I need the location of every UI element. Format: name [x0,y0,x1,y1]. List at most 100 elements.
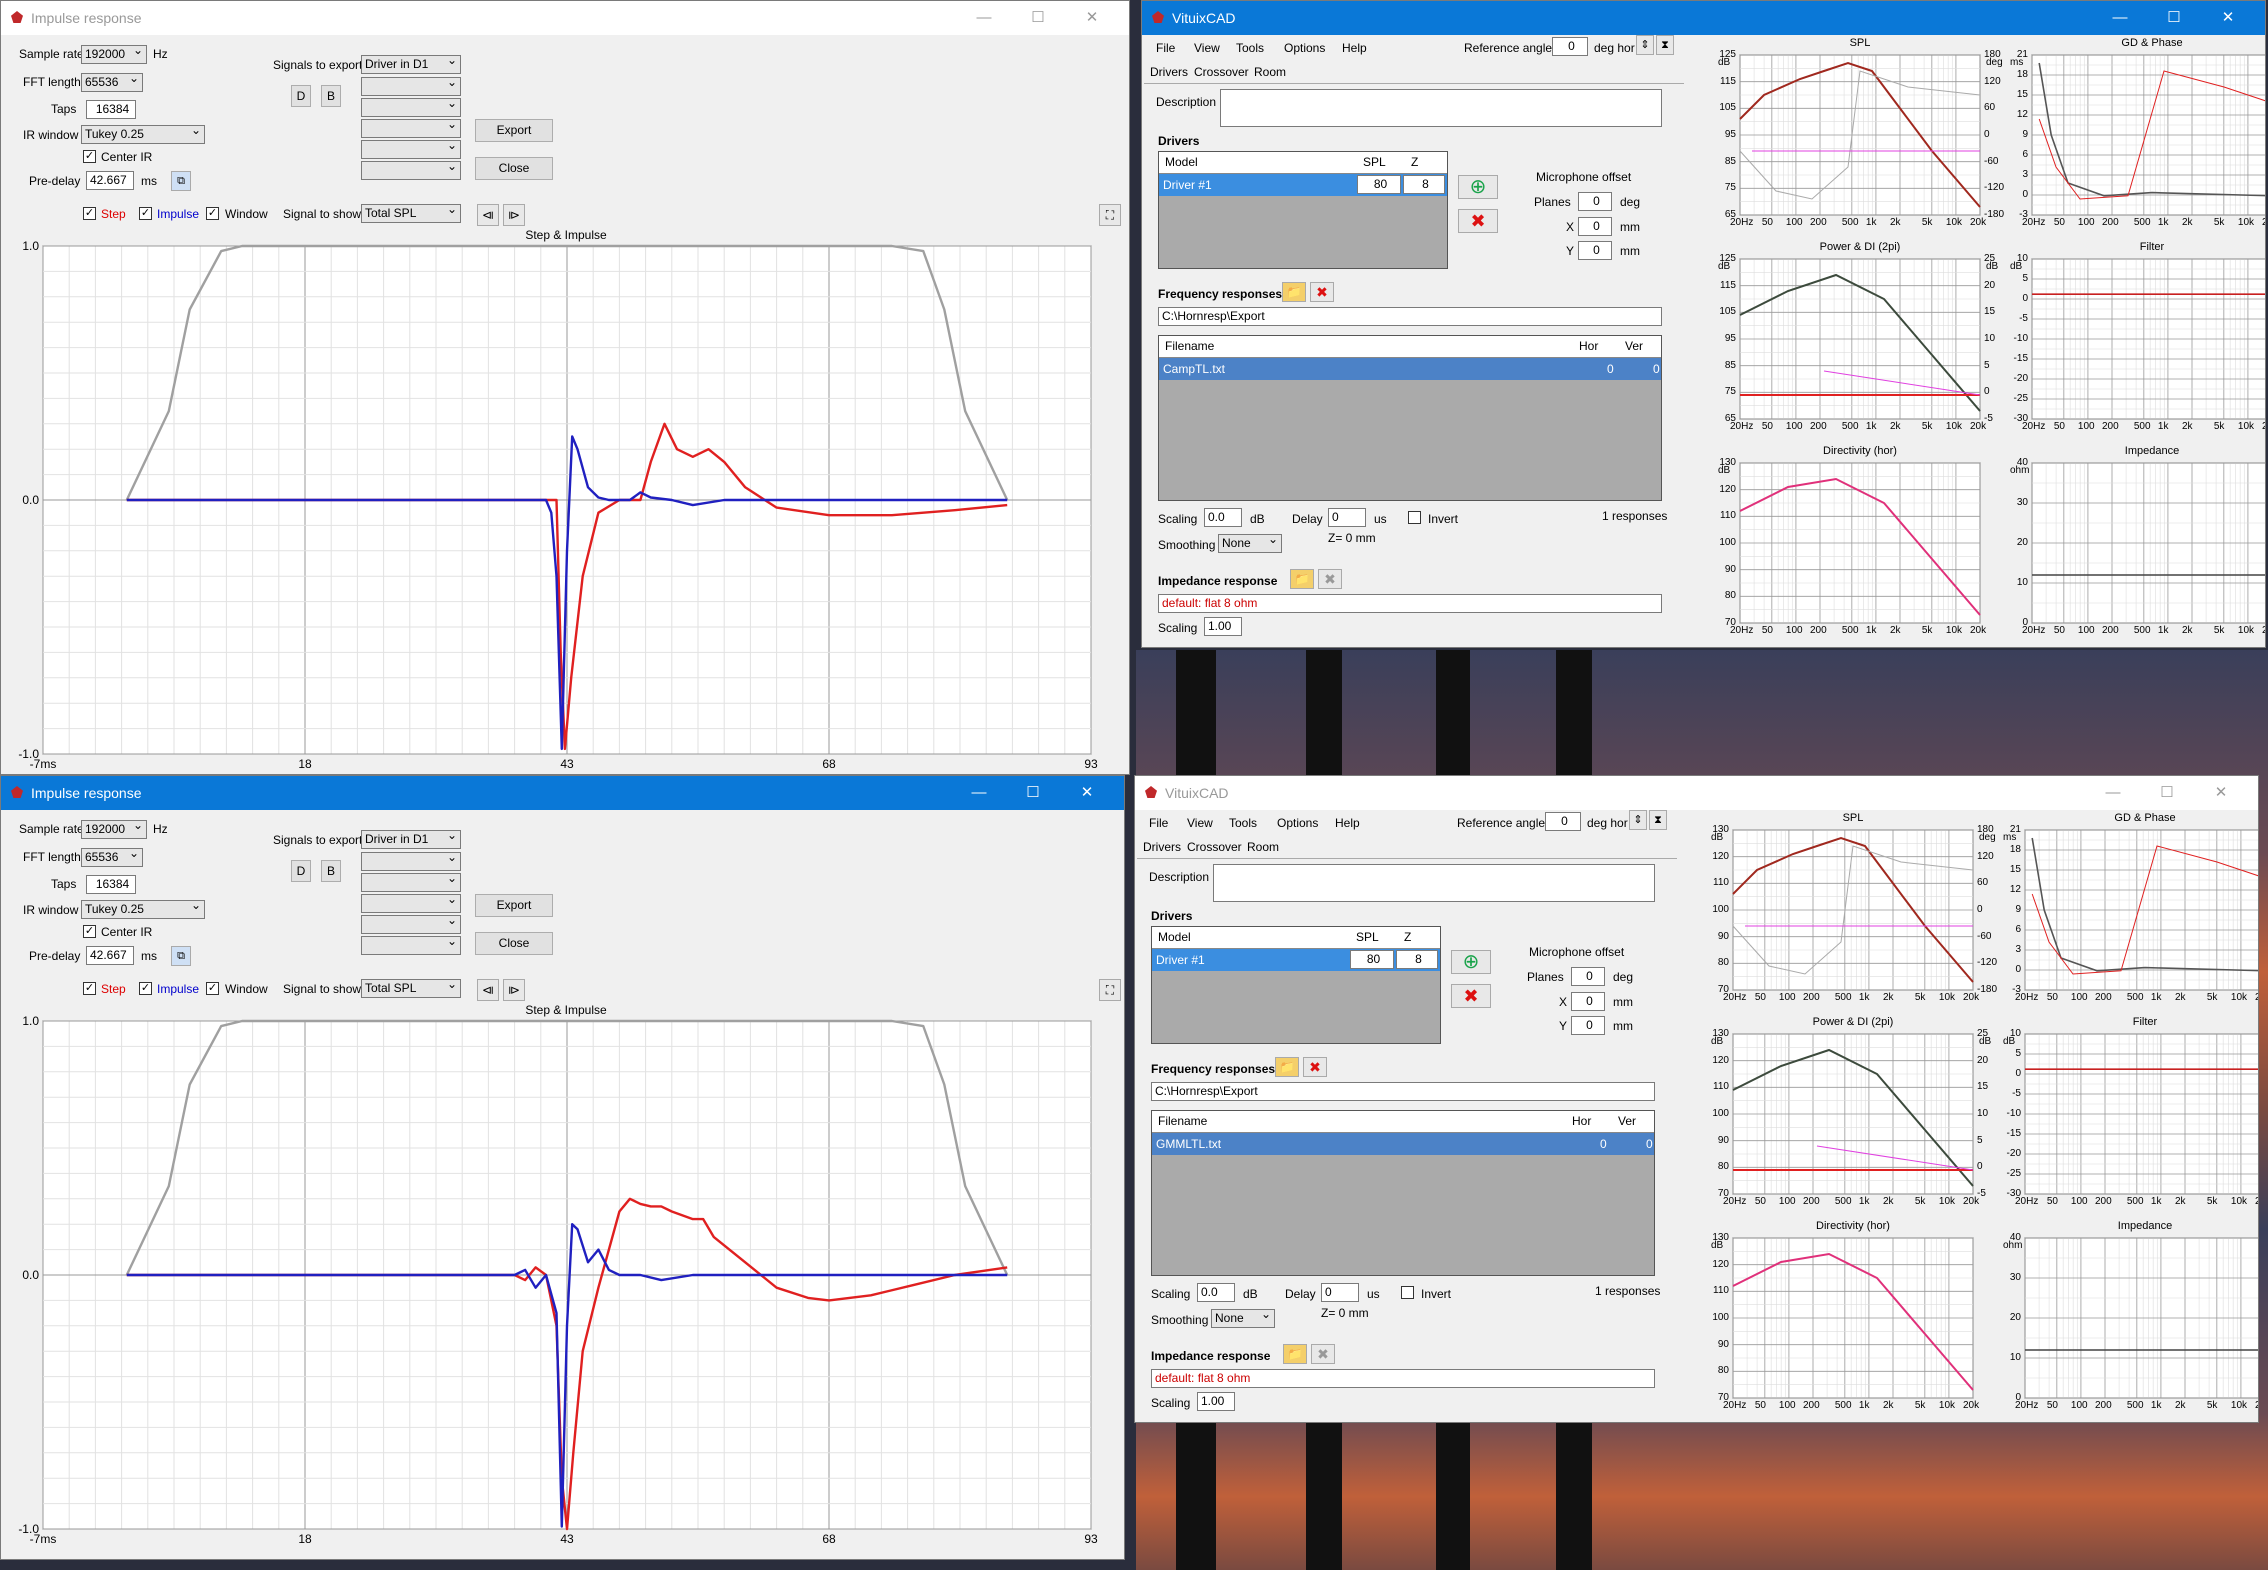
path-field[interactable]: C:\Hornresp\Export [1151,1082,1655,1101]
d-button[interactable]: D [291,860,311,882]
pre-delay-field[interactable]: 42.667 [86,946,134,965]
signal-select-empty[interactable] [361,119,461,138]
fullscreen-icon[interactable]: ⛶ [1099,204,1121,226]
tab-drivers[interactable]: Drivers [1150,65,1188,79]
impedance-scaling-field[interactable]: 1.00 [1197,1392,1235,1411]
x-field[interactable]: 0 [1571,992,1605,1011]
signal-select-empty[interactable] [361,936,461,955]
ir-window-select[interactable]: Tukey 0.25 [81,900,205,919]
impulse-checkbox[interactable]: ✓ [139,982,152,995]
minimize-button[interactable]: — [2105,784,2121,801]
signal-to-show-select[interactable]: Total SPL [361,979,461,998]
b-button[interactable]: B [321,85,341,107]
remove-driver-icon[interactable]: ✖ [1458,209,1498,233]
smoothing-select[interactable]: None [1211,1309,1275,1328]
scaling-field[interactable]: 0.0 [1204,508,1242,527]
close-window-button[interactable]: ✕ [2221,9,2235,26]
remove-response-icon[interactable]: ✖ [1303,1057,1327,1077]
impedance-folder-icon[interactable]: 📁 [1290,569,1314,589]
pre-delay-field[interactable]: 42.667 [86,171,134,190]
angle-spin-icon[interactable]: ⇕ [1636,35,1654,55]
menu-file[interactable]: File [1149,816,1169,830]
taps-field[interactable]: 16384 [86,875,136,894]
driver-z[interactable]: 8 [1396,950,1438,969]
signal-select-empty[interactable] [361,77,461,96]
signal-select-empty[interactable] [361,161,461,180]
minimize-button[interactable]: — [976,9,992,26]
prev-icon[interactable]: ⧏ [477,204,499,226]
signal-select-empty[interactable] [361,140,461,159]
description-field[interactable] [1220,89,1662,127]
maximize-button[interactable]: ☐ [2160,784,2174,801]
fullscreen-icon[interactable]: ⛶ [1099,979,1121,1001]
driver-spl[interactable]: 80 [1357,175,1401,194]
driver-row[interactable]: Driver #1 80 8 [1152,949,1440,971]
planes-field[interactable]: 0 [1571,967,1605,986]
add-driver-icon[interactable]: ⊕ [1451,950,1491,974]
delay-field[interactable]: 0 [1321,1283,1359,1302]
open-folder-icon[interactable]: 📁 [1282,282,1306,302]
signal-select-empty[interactable] [361,852,461,871]
impedance-folder-icon[interactable]: 📁 [1283,1344,1307,1364]
window-checkbox[interactable]: ✓ [206,982,219,995]
menu-tools[interactable]: Tools [1236,41,1265,55]
fft-length-select[interactable]: 65536 [81,848,143,867]
close-window-button[interactable]: ✕ [2214,784,2228,801]
d-button[interactable]: D [291,85,311,107]
impedance-scaling-field[interactable]: 1.00 [1204,617,1242,636]
angle-spin-icon[interactable]: ⇕ [1629,810,1647,830]
signal-select-empty[interactable] [361,873,461,892]
window-checkbox[interactable]: ✓ [206,207,219,220]
impedance-default-field[interactable]: default: flat 8 ohm [1151,1369,1655,1388]
export-button[interactable]: Export [475,894,553,917]
invert-checkbox[interactable] [1408,511,1421,524]
sample-rate-select[interactable]: 192000 [81,45,147,64]
menu-help[interactable]: Help [1342,41,1367,55]
driver-z[interactable]: 8 [1403,175,1445,194]
signal-select-1[interactable]: Driver in D1 [361,830,461,849]
minimize-button[interactable]: — [2112,9,2128,26]
sample-rate-select[interactable]: 192000 [81,820,147,839]
next-icon[interactable]: ⧐ [503,979,525,1001]
export-button[interactable]: Export [475,119,553,142]
impedance-remove-icon[interactable]: ✖ [1318,569,1342,589]
impedance-default-field[interactable]: default: flat 8 ohm [1158,594,1662,613]
maximize-button[interactable]: ☐ [1026,784,1040,801]
menu-file[interactable]: File [1156,41,1176,55]
center-ir-checkbox[interactable]: ✓ [83,150,96,163]
description-field[interactable] [1213,864,1655,902]
step-checkbox[interactable]: ✓ [83,207,96,220]
tab-room[interactable]: Room [1247,840,1280,854]
driver-row[interactable]: Driver #1 80 8 [1159,174,1447,196]
planes-field[interactable]: 0 [1578,192,1612,211]
invert-checkbox[interactable] [1401,1286,1414,1299]
b-button[interactable]: B [321,860,341,882]
add-driver-icon[interactable]: ⊕ [1458,175,1498,199]
prev-icon[interactable]: ⧏ [477,979,499,1001]
reference-angle-field[interactable]: 0 [1545,812,1581,831]
menu-view[interactable]: View [1194,41,1220,55]
menu-view[interactable]: View [1187,816,1213,830]
file-row[interactable]: GMMLTL.txt 0 0 [1152,1133,1654,1155]
remove-response-icon[interactable]: ✖ [1310,282,1334,302]
minimize-button[interactable]: — [971,784,987,801]
file-row[interactable]: CampTL.txt 0 0 [1159,358,1661,380]
tab-crossover[interactable]: Crossover [1194,65,1249,79]
angle-reset-icon[interactable]: ⧗ [1656,35,1674,55]
menu-tools[interactable]: Tools [1229,816,1258,830]
signal-select-empty[interactable] [361,915,461,934]
angle-reset-icon[interactable]: ⧗ [1649,810,1667,830]
tab-drivers[interactable]: Drivers [1143,840,1181,854]
y-field[interactable]: 0 [1578,241,1612,260]
driver-spl[interactable]: 80 [1350,950,1394,969]
signal-select-empty[interactable] [361,98,461,117]
close-window-button[interactable]: ✕ [1080,784,1094,801]
tab-crossover[interactable]: Crossover [1187,840,1242,854]
close-button[interactable]: Close [475,157,553,180]
menu-help[interactable]: Help [1335,816,1360,830]
copy-icon[interactable]: ⧉ [171,946,191,966]
impulse-checkbox[interactable]: ✓ [139,207,152,220]
scaling-field[interactable]: 0.0 [1197,1283,1235,1302]
maximize-button[interactable]: ☐ [1031,9,1045,26]
signal-select-1[interactable]: Driver in D1 [361,55,461,74]
